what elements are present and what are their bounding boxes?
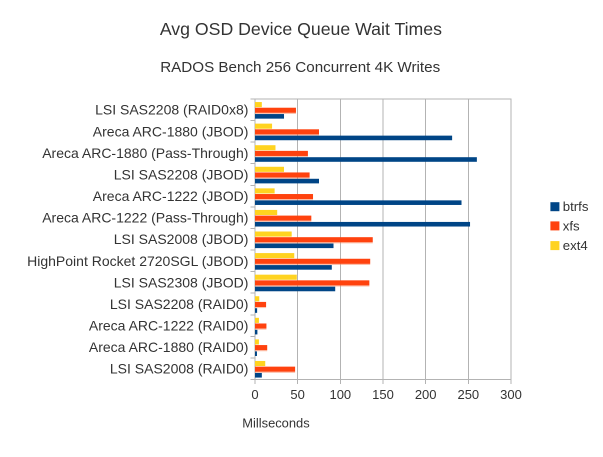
svg-text:50: 50: [290, 387, 304, 402]
svg-text:300: 300: [500, 387, 522, 402]
svg-text:LSI SAS2308 (JBOD): LSI SAS2308 (JBOD): [114, 274, 249, 290]
svg-text:RADOS Bench 256 Concurrent 4K: RADOS Bench 256 Concurrent 4K Writes: [160, 59, 440, 76]
svg-text:200: 200: [415, 387, 437, 402]
svg-text:250: 250: [457, 387, 479, 402]
svg-text:Areca ARC-1880 (Pass-Through): Areca ARC-1880 (Pass-Through): [42, 145, 248, 161]
svg-text:ext4: ext4: [563, 238, 588, 253]
svg-text:LSI SAS2008 (JBOD): LSI SAS2008 (JBOD): [114, 231, 249, 247]
svg-text:btrfs: btrfs: [563, 199, 589, 214]
svg-text:150: 150: [372, 387, 394, 402]
svg-text:HighPoint Rocket 2720SGL (JBOD: HighPoint Rocket 2720SGL (JBOD): [27, 253, 248, 269]
svg-text:Areca ARC-1222 (RAID0): Areca ARC-1222 (RAID0): [89, 318, 249, 334]
svg-text:0: 0: [251, 387, 258, 402]
svg-text:Areca ARC-1222 (Pass-Through): Areca ARC-1222 (Pass-Through): [42, 210, 248, 226]
svg-text:Areca ARC-1222 (JBOD): Areca ARC-1222 (JBOD): [93, 188, 249, 204]
svg-text:Avg OSD Device Queue Wait Time: Avg OSD Device Queue Wait Times: [160, 19, 442, 39]
svg-text:Areca ARC-1880 (RAID0): Areca ARC-1880 (RAID0): [89, 339, 249, 355]
svg-text:Millseconds: Millseconds: [242, 416, 309, 431]
svg-text:LSI SAS2008 (RAID0): LSI SAS2008 (RAID0): [110, 361, 249, 377]
svg-text:LSI SAS2208 (RAID0): LSI SAS2208 (RAID0): [110, 296, 249, 312]
svg-text:xfs: xfs: [563, 218, 580, 233]
svg-text:Areca ARC-1880 (JBOD): Areca ARC-1880 (JBOD): [93, 123, 249, 139]
svg-text:100: 100: [329, 387, 351, 402]
svg-text:LSI SAS2208 (JBOD): LSI SAS2208 (JBOD): [114, 166, 249, 182]
svg-text:LSI SAS2208 (RAID0x8): LSI SAS2208 (RAID0x8): [95, 102, 248, 118]
